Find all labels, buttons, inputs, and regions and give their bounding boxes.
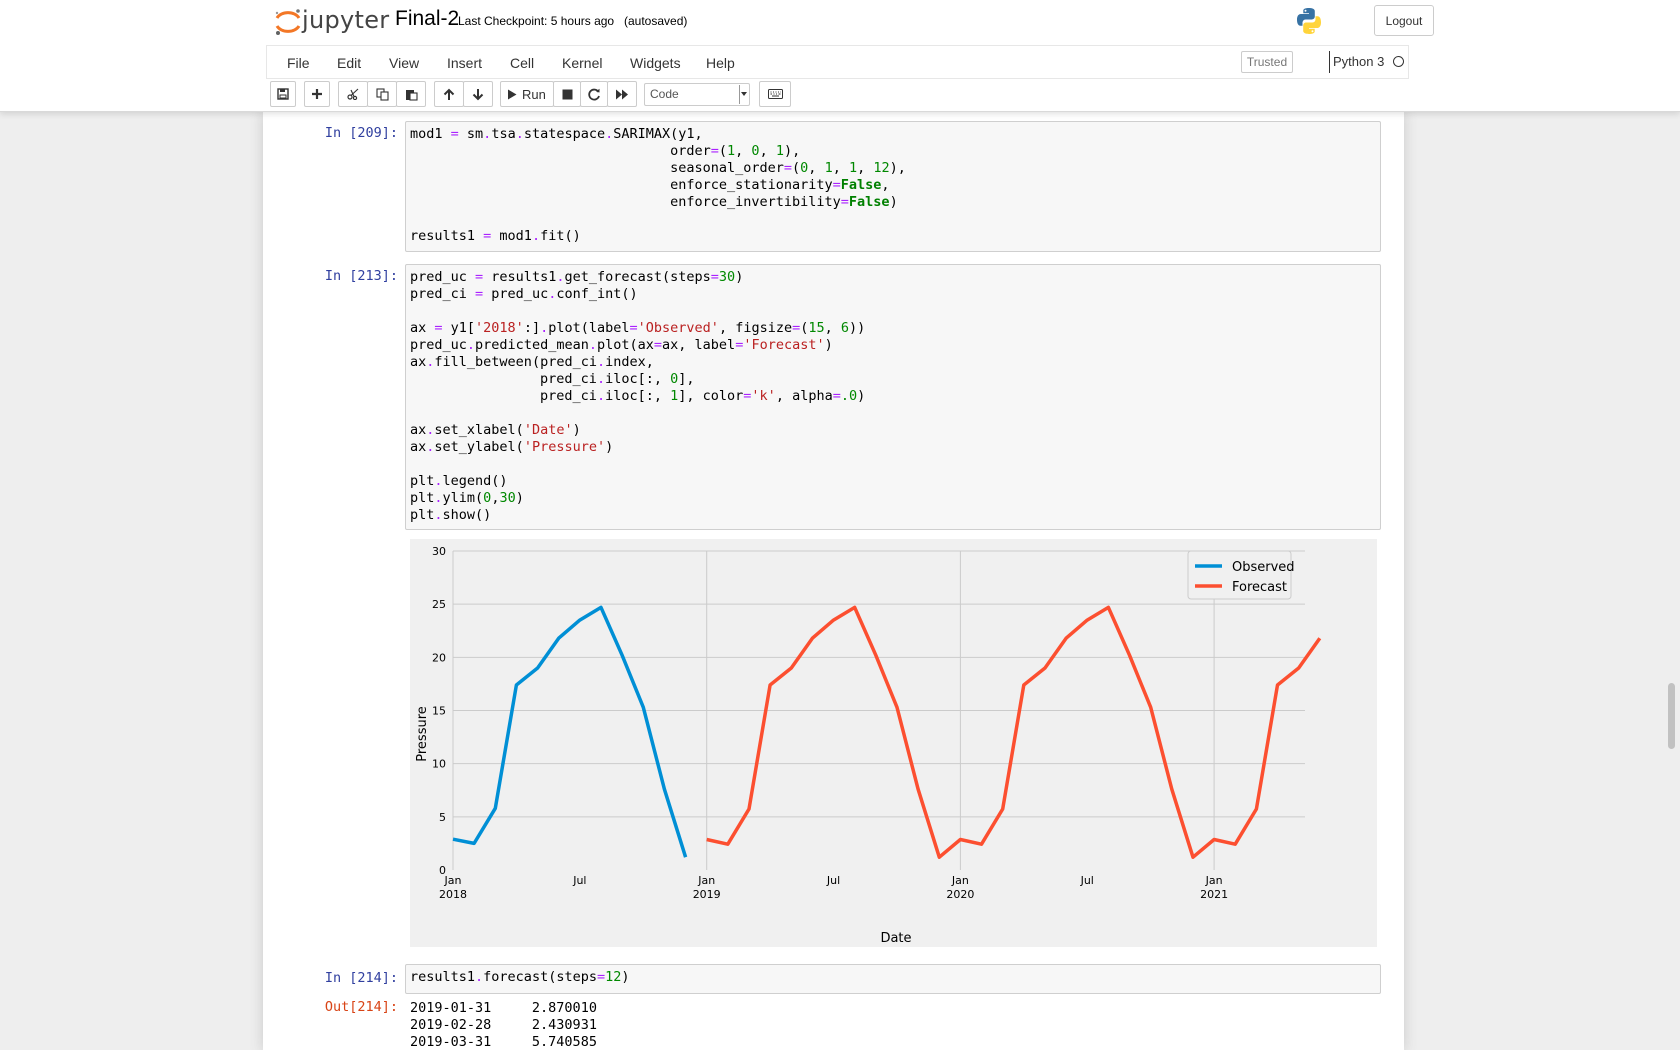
cell-209-prompt: In [209]: (324, 125, 398, 141)
jupyter-logo-icon[interactable] (273, 7, 303, 37)
arrow-down-icon (472, 88, 484, 100)
python-logo-icon (1297, 8, 1321, 34)
menu-bar: File Edit View Insert Cell Kernel Widget… (266, 45, 1409, 79)
y-tick-label: 20 (432, 651, 446, 664)
menu-help[interactable]: Help (706, 55, 735, 71)
y-tick-label: 5 (439, 811, 446, 824)
series-line-forecast (706, 605, 1322, 859)
x-tick-year-label: 2019 (693, 888, 721, 901)
y-tick-label: 15 (432, 705, 446, 718)
save-icon (277, 88, 289, 100)
y-tick-label: 10 (432, 758, 446, 771)
x-axis-label: Date (880, 931, 911, 946)
insert-cell-button[interactable] (304, 81, 330, 107)
cut-button[interactable] (338, 81, 368, 107)
stop-icon (562, 89, 572, 99)
x-tick-label: Jan (444, 874, 462, 887)
kernel-idle-icon (1393, 56, 1404, 67)
cell-214-prompt: In [214]: (324, 970, 398, 986)
kernel-separator (1329, 51, 1330, 73)
x-tick-label: Jan (1205, 874, 1223, 887)
chart-background (410, 539, 1377, 947)
chevron-down-icon (739, 85, 748, 104)
header: jupyter Final-2 Last Checkpoint: 5 hours… (0, 0, 1680, 112)
move-up-button[interactable] (434, 81, 464, 107)
x-tick-label: Jul (826, 874, 840, 887)
jupyter-logo-text[interactable]: jupyter (302, 6, 390, 34)
cell-213-input[interactable]: pred_uc = results1.get_forecast(steps=30… (405, 264, 1381, 530)
trusted-badge[interactable]: Trusted (1241, 51, 1293, 73)
output-row: 2019-02-28 2.430931 (410, 1017, 597, 1033)
interrupt-button[interactable] (553, 81, 581, 107)
cell-213-code: pred_uc = results1.get_forecast(steps=30… (410, 269, 866, 523)
page-scrollbar[interactable] (1668, 683, 1675, 749)
toolbar: Run Code (266, 81, 1409, 109)
series-line-observed (452, 605, 688, 858)
menu-file[interactable]: File (287, 55, 310, 71)
copy-icon (375, 87, 389, 101)
y-tick-label: 30 (432, 545, 446, 558)
paste-button[interactable] (396, 81, 426, 107)
legend-label: Observed (1232, 560, 1295, 575)
menu-kernel[interactable]: Kernel (562, 55, 603, 71)
y-tick-label: 0 (439, 864, 446, 877)
chart-legend: Observed Forecast (1187, 550, 1295, 600)
command-palette-button[interactable] (759, 81, 791, 107)
x-tick-label: Jul (1080, 874, 1094, 887)
run-button[interactable]: Run (500, 81, 554, 107)
checkpoint-status: Last Checkpoint: 5 hours ago (458, 14, 615, 28)
cell-214-out-prompt: Out[214]: (324, 999, 398, 1015)
scissors-icon (346, 88, 358, 100)
arrow-up-icon (443, 88, 455, 100)
paste-icon (405, 89, 418, 101)
menu-edit[interactable]: Edit (337, 55, 362, 71)
fast-forward-icon (616, 89, 628, 99)
cell-209-input[interactable]: mod1 = sm.tsa.statespace.SARIMAX(y1, ord… (405, 121, 1381, 252)
cell-214-code: results1.forecast(steps=12) (410, 969, 630, 985)
logout-button[interactable]: Logout (1374, 5, 1434, 36)
menu-cell[interactable]: Cell (510, 55, 535, 71)
legend-label: Forecast (1232, 580, 1287, 595)
x-tick-label: Jul (572, 874, 586, 887)
cell-214-output: 2019-01-31 2.870010 2019-02-28 2.430931 … (410, 1000, 597, 1050)
plus-icon (312, 89, 322, 99)
restart-button[interactable] (580, 81, 608, 107)
menu-view[interactable]: View (389, 55, 420, 71)
move-down-button[interactable] (463, 81, 493, 107)
notebook-name[interactable]: Final-2 (395, 7, 460, 30)
x-tick-year-label: 2021 (1200, 888, 1228, 901)
cell-214-input[interactable]: results1.forecast(steps=12) (405, 964, 1381, 994)
y-axis-label: Pressure (415, 706, 430, 762)
x-tick-year-label: 2020 (946, 888, 974, 901)
output-row: 2019-03-31 5.740585 (410, 1034, 597, 1050)
play-icon (508, 89, 517, 99)
cell-type-value: Code (650, 87, 679, 101)
restart-run-all-button[interactable] (607, 81, 637, 107)
cell-type-select[interactable]: Code (644, 83, 750, 106)
cell-209-code: mod1 = sm.tsa.statespace.SARIMAX(y1, ord… (410, 126, 906, 244)
x-tick-label: Jan (697, 874, 715, 887)
menu-insert[interactable]: Insert (447, 55, 483, 71)
copy-button[interactable] (367, 81, 397, 107)
refresh-icon (587, 88, 600, 100)
top-bar: jupyter Final-2 Last Checkpoint: 5 hours… (266, 1, 1434, 45)
save-button[interactable] (270, 81, 296, 107)
keyboard-icon (767, 89, 783, 99)
kernel-name[interactable]: Python 3 (1333, 54, 1385, 69)
run-label: Run (522, 86, 546, 102)
output-row: 2019-01-31 2.870010 (410, 1000, 597, 1016)
cell-213-prompt: In [213]: (324, 268, 398, 284)
y-tick-label: 25 (432, 598, 446, 611)
autosave-status: (autosaved) (624, 14, 688, 28)
notebook-container: In [209]: mod1 = sm.tsa.statespace.SARIM… (263, 112, 1404, 1050)
menu-widgets[interactable]: Widgets (630, 55, 681, 71)
x-tick-year-label: 2018 (439, 888, 467, 901)
x-tick-label: Jan (951, 874, 969, 887)
